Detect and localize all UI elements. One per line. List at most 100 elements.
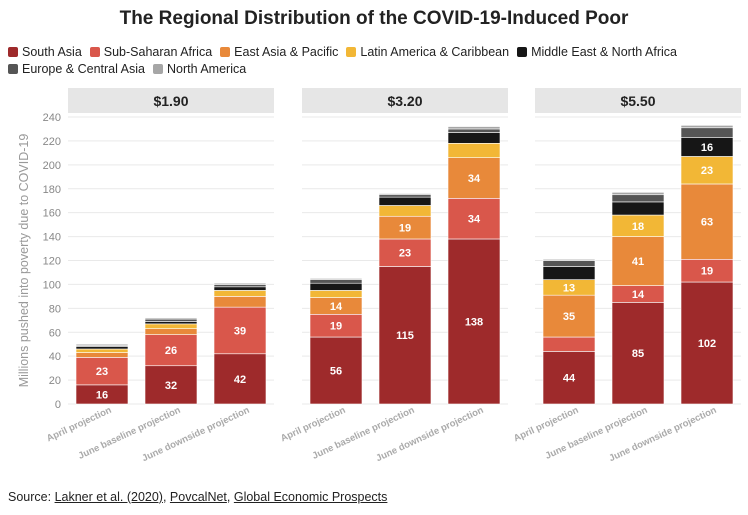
- stacked-bar-chart: Millions pushed into poverty due to COVI…: [17, 88, 741, 464]
- legend-label: Sub-Saharan Africa: [103, 45, 213, 59]
- legend-swatch: [8, 47, 18, 57]
- bar-segment: [309, 282, 363, 291]
- data-label: 44: [563, 373, 576, 385]
- data-label: 39: [234, 325, 246, 337]
- legend-item-5: Europe & Central Asia: [8, 61, 145, 77]
- data-label: 34: [468, 214, 481, 226]
- legend-label: East Asia & Pacific: [234, 45, 339, 59]
- chart-title: The Regional Distribution of the COVID-1…: [119, 8, 629, 29]
- legend-label: Europe & Central Asia: [22, 62, 145, 76]
- bar-segment: [213, 282, 267, 285]
- bar-segment: [680, 281, 734, 405]
- y-tick-label: 200: [43, 160, 61, 172]
- bar-segment: [75, 348, 129, 353]
- legend-item-0: South Asia: [8, 44, 82, 60]
- bar-segment: [447, 132, 501, 144]
- bar-segment: [213, 353, 267, 405]
- legend-label: South Asia: [22, 45, 82, 59]
- bar-segment: [309, 278, 363, 280]
- data-label: 85: [632, 348, 644, 360]
- bar-segment: [680, 125, 734, 129]
- data-label: 26: [165, 345, 177, 357]
- legend-swatch: [220, 47, 231, 57]
- bar-segment: [144, 334, 198, 367]
- panel-title: $1.90: [153, 93, 188, 109]
- source-separator: ,: [226, 490, 234, 504]
- data-label: 19: [330, 321, 342, 333]
- legend-swatch: [153, 64, 163, 74]
- legend-item-2: East Asia & Pacific: [220, 44, 338, 60]
- bar-segment: [542, 294, 596, 338]
- legend-item-1: Sub-Saharan Africa: [89, 44, 213, 60]
- bar-segment: [447, 238, 501, 405]
- bar-segment: [213, 306, 267, 355]
- bar-segment: [144, 318, 198, 322]
- bar-segment: [542, 266, 596, 280]
- legend-swatch: [89, 47, 100, 57]
- bar-segment: [213, 290, 267, 297]
- data-label: 16: [96, 389, 108, 401]
- bar-segment: [75, 357, 129, 386]
- data-label: 14: [330, 301, 343, 313]
- data-label: 14: [632, 289, 645, 301]
- bar-segment: [309, 336, 363, 405]
- data-label: 63: [701, 217, 713, 229]
- data-label: 18: [632, 221, 644, 233]
- data-label: 34: [468, 173, 481, 185]
- bar-segment: [447, 128, 501, 133]
- bar-segment: [378, 193, 432, 196]
- y-tick-label: 180: [43, 184, 61, 196]
- legend-item-3: Latin America & Caribbean: [346, 44, 509, 60]
- bar-segment: [378, 194, 432, 198]
- bar-segment: [144, 328, 198, 335]
- bar-segment: [611, 194, 665, 203]
- panel-title: $5.50: [620, 93, 655, 109]
- y-tick-label: 140: [43, 232, 61, 244]
- legend-swatch: [517, 47, 528, 57]
- data-label: 115: [396, 330, 414, 342]
- data-label: 16: [701, 142, 713, 154]
- y-tick-label: 100: [43, 279, 61, 291]
- source-link-2[interactable]: Global Economic Prospects: [233, 490, 388, 504]
- source-link-0[interactable]: Lakner et al. (2020): [54, 490, 163, 504]
- data-label: 23: [96, 366, 108, 378]
- bar-segment: [447, 143, 501, 158]
- data-label: 19: [399, 223, 411, 235]
- panel-header-bg: [68, 88, 274, 113]
- source-link-1[interactable]: PovcalNet: [169, 490, 227, 504]
- y-tick-label: 80: [49, 303, 61, 315]
- data-label: 138: [465, 316, 483, 328]
- y-tick-label: 120: [43, 256, 61, 268]
- legend: South Asia Sub-Saharan Africa East Asia & …: [8, 44, 738, 78]
- y-tick-label: 40: [49, 351, 61, 363]
- panel-header-bg: [302, 88, 508, 113]
- bar-segment: [144, 365, 198, 405]
- bar-segment: [144, 317, 198, 320]
- y-tick-label: 240: [43, 112, 61, 124]
- data-label: 23: [701, 165, 713, 177]
- y-tick-label: 160: [43, 208, 61, 220]
- bar-segment: [542, 260, 596, 267]
- bar-segment: [213, 296, 267, 308]
- source-separator: ,: [162, 490, 170, 504]
- data-label: 42: [234, 374, 246, 386]
- bar-segment: [378, 196, 432, 206]
- y-tick-label: 0: [55, 399, 61, 411]
- legend-swatch: [8, 64, 18, 74]
- y-tick-label: 220: [43, 136, 61, 148]
- bar-segment: [447, 126, 501, 130]
- data-label: 19: [701, 266, 713, 278]
- y-tick-label: 60: [49, 327, 61, 339]
- panel-header-bg: [535, 88, 741, 113]
- bar-segment: [680, 127, 734, 138]
- bar-segment: [542, 351, 596, 405]
- data-label: 41: [632, 256, 644, 268]
- bar-segment: [75, 352, 129, 358]
- bar-segment: [542, 336, 596, 352]
- legend-swatch: [346, 47, 357, 57]
- legend-item-6: North America: [153, 61, 246, 77]
- bar-segment: [309, 290, 363, 298]
- source-prefix: Source:: [8, 490, 55, 504]
- bar-segment: [611, 236, 665, 286]
- source-note: Source: Lakner et al. (2020), PovcalNet,…: [8, 490, 387, 504]
